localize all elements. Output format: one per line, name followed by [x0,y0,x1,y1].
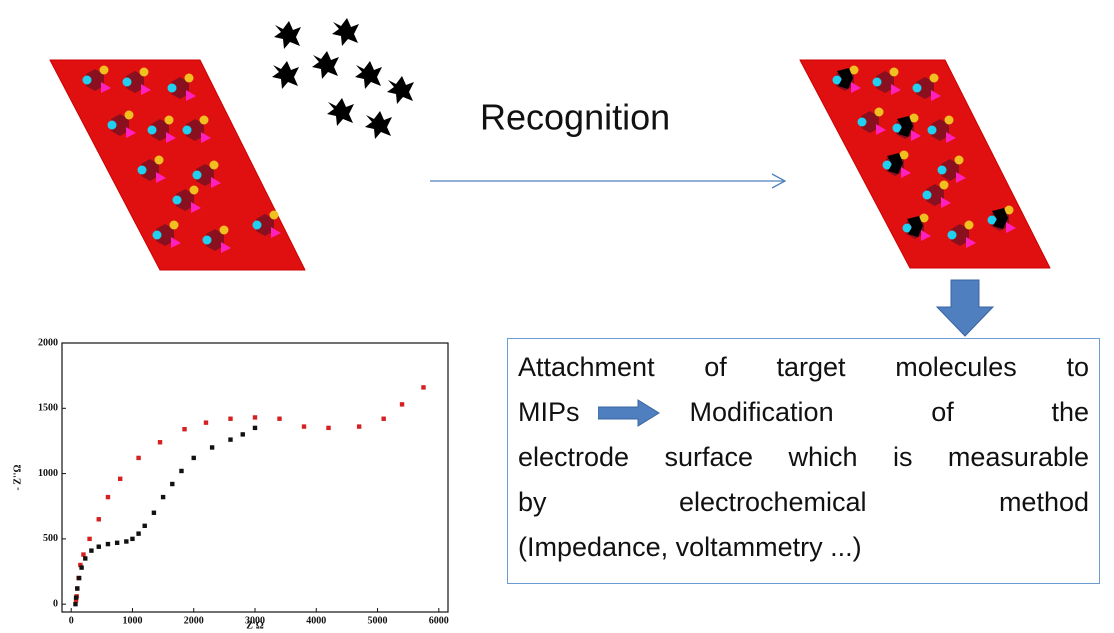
data-point [228,417,232,421]
text-segment: electrode surface which is measurable [518,435,1089,480]
data-point [161,495,165,499]
data-point [210,445,214,449]
cyan-group [928,126,937,135]
data-point [74,595,78,599]
block-arrow [598,399,660,427]
y-tick-label: 1500 [38,403,58,414]
x-tick-label: 5000 [368,615,388,626]
data-point [326,426,330,430]
data-point [228,437,232,441]
data-point [357,424,361,428]
y-tick-label: 0 [53,598,58,609]
data-point [75,586,79,590]
x-tick-label: 6000 [429,615,449,626]
y-tick-label: 1000 [38,468,58,479]
data-point [106,495,110,499]
text-segment: Modification of the [690,390,1089,435]
arrow-shape [598,400,659,426]
diagram: Recognition Attachment of target molecul… [0,0,1114,633]
cyan-group [948,231,957,240]
data-point [192,456,196,460]
x-tick-label: 1000 [122,615,142,626]
data-point [81,552,85,556]
data-point [89,548,93,552]
yellow-group [890,68,899,77]
data-point [421,385,425,389]
text-line: by electrochemical method [518,480,1089,525]
text-segment: by electrochemical method [518,480,1089,525]
cyan-group [923,191,932,200]
cyan-group [913,84,922,93]
x-tick-label: 2000 [184,615,204,626]
yellow-group [965,221,974,230]
data-point [182,427,186,431]
data-point [253,426,257,430]
cyan-group [858,118,867,127]
text-segment: (Impedance, voltammetry ...) [518,525,1089,570]
x-axis-label: Z'Ω [246,620,263,631]
data-point [136,456,140,460]
text-segment: MIPs [518,390,580,435]
yellow-group [875,108,884,117]
data-point [124,539,128,543]
data-point [277,417,281,421]
yellow-group [955,156,964,165]
data-point [381,417,385,421]
explanation-box: Attachment of target molecules toMIPs Mod… [507,338,1100,584]
data-point [118,477,122,481]
data-point [87,537,91,541]
data-point [241,432,245,436]
x-tick-label: 0 [69,615,74,626]
step-label: Recognition [480,97,670,138]
data-point [179,469,183,473]
cyan-group [938,166,947,175]
down-arrow [937,280,993,336]
text-line: (Impedance, voltammetry ...) [518,525,1089,570]
yellow-group [940,181,949,190]
yellow-group [945,116,954,125]
data-point [115,541,119,545]
text-segment: Attachment of target molecules to [518,345,1089,390]
data-point [400,402,404,406]
text-line: Attachment of target molecules to [518,345,1089,390]
data-point [136,531,140,535]
data-point [83,556,87,560]
y-axis-label: - Z''Ω [12,464,23,490]
yellow-group [930,74,939,83]
data-point [97,517,101,521]
data-point [302,424,306,428]
text-line: electrode surface which is measurable [518,435,1089,480]
x-tick-label: 4000 [306,615,326,626]
text-line: MIPs Modification of the [518,390,1089,435]
data-point [170,482,174,486]
y-tick-label: 2000 [38,337,58,348]
data-point [97,545,101,549]
data-point [143,524,147,528]
y-tick-label: 500 [43,533,58,544]
data-point [73,602,77,606]
data-point [77,576,81,580]
data-point [79,565,83,569]
data-point [158,440,162,444]
data-point [130,537,134,541]
data-point [204,420,208,424]
cyan-group [873,78,882,87]
data-point [152,511,156,515]
data-point [253,415,257,419]
data-point [106,542,110,546]
